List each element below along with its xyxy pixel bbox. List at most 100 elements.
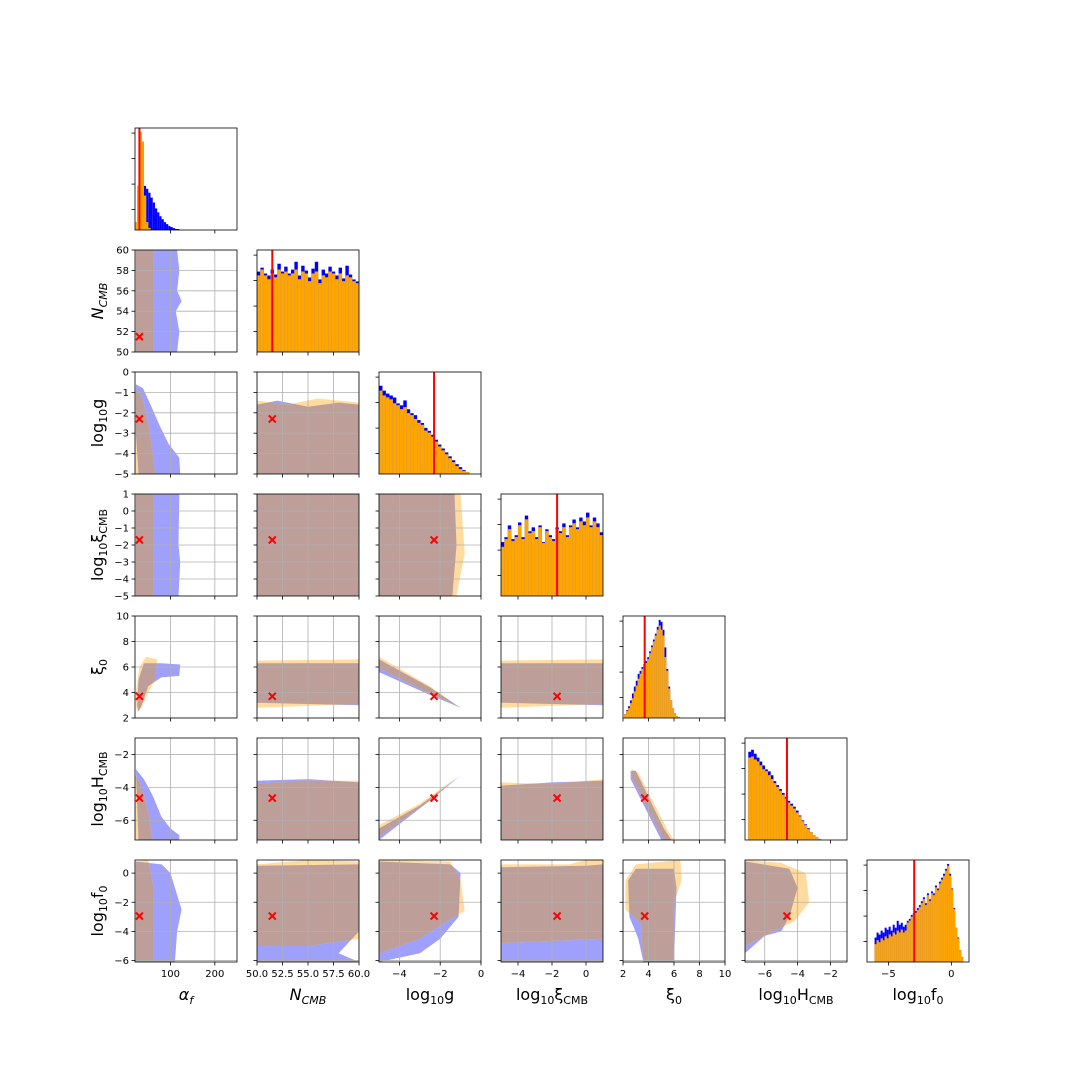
contour-overlap — [745, 861, 798, 946]
histogram-bar-series-b — [886, 938, 889, 962]
axis-label-pre: log — [758, 985, 782, 1004]
panel-content — [257, 860, 359, 962]
histogram-bar-series-b — [462, 470, 466, 474]
panel-frame — [134, 371, 238, 475]
contour-panel — [375, 615, 482, 722]
contour-panel — [497, 615, 604, 722]
panel-content — [623, 738, 725, 840]
histogram-panel: −5 0 — [863, 859, 970, 980]
panel-content — [379, 738, 481, 840]
histogram-bar-series-b — [954, 927, 958, 962]
panel-frame — [622, 859, 726, 963]
histogram-bar-series-b — [324, 277, 329, 352]
histogram-bar-series-b — [304, 273, 309, 352]
panel-frame — [134, 859, 238, 963]
axis-label: log10HCMB — [758, 985, 833, 1007]
truth-marker — [640, 911, 649, 921]
histogram-bar-series-b — [321, 275, 326, 352]
x-tick-label: 200 — [205, 969, 224, 980]
histogram-bar-series-b — [938, 883, 942, 962]
axis-label-sub2: CMB — [97, 509, 110, 534]
histogram-bar-series-b — [652, 641, 656, 718]
axis-label-main: H — [88, 776, 107, 788]
contour-overlap — [135, 388, 155, 474]
panel-content — [379, 860, 481, 962]
x-tick-label: 57.5 — [322, 969, 344, 980]
histogram-bar-series-b — [920, 903, 924, 962]
histogram-bar-series-b — [589, 527, 593, 596]
contour-panel — [253, 615, 360, 722]
histogram-bar-series-b — [884, 936, 887, 962]
histogram-bar-series-b — [545, 531, 549, 596]
histogram-bar-series-b — [922, 899, 926, 962]
histogram-bar-series-b — [934, 887, 938, 962]
histogram-bar-series-a — [148, 192, 151, 230]
histogram-bar-series-b — [143, 195, 147, 230]
histogram-bar-series-b — [403, 407, 407, 474]
histogram-bar-series-b — [558, 533, 563, 596]
panel-content — [257, 738, 359, 840]
x-tick-label: −6 — [757, 969, 772, 980]
histogram-bar-series-b — [916, 909, 920, 962]
histogram-bar-series-a — [154, 208, 158, 230]
truth-marker — [429, 793, 439, 803]
histogram-bar-series-b — [928, 901, 932, 962]
histogram-bar-series-b — [908, 920, 911, 962]
axis-label-main: N — [88, 307, 107, 319]
histogram-bar-series-b — [936, 890, 940, 962]
histogram-bar-series-b — [952, 908, 956, 962]
histogram-bar-series-b — [548, 537, 553, 596]
y-tick-label: −6 — [114, 816, 129, 827]
axis-label: NCMB — [88, 283, 110, 320]
histogram-bar-series-b — [637, 678, 640, 718]
y-tick-label: −2 — [114, 408, 129, 419]
histogram-bar-series-b — [290, 273, 295, 352]
histogram-bar-series-b — [924, 904, 928, 962]
histogram-bar-series-b — [654, 635, 657, 718]
histogram-bar-series-b — [318, 283, 322, 352]
panel-frame — [134, 493, 238, 597]
axis-label-pre: log — [88, 557, 107, 581]
axis-label-main: f — [931, 985, 937, 1004]
histogram-panel — [497, 493, 604, 600]
truth-marker — [135, 793, 144, 803]
x-tick-label: −4 — [392, 969, 407, 980]
panel-frame — [744, 859, 848, 963]
contour-panel — [253, 371, 360, 478]
histogram-bar-series-b — [448, 458, 452, 474]
axis-label: log10ξCMB — [516, 985, 588, 1007]
histogram-bar-series-b — [756, 761, 760, 840]
axis-label-pre: log — [88, 912, 107, 936]
truth-marker — [429, 911, 439, 921]
panel-frame — [256, 859, 360, 963]
histogram-bar-series-b — [764, 771, 769, 840]
histogram-bar-series-b — [670, 700, 673, 718]
histogram-panel — [619, 615, 726, 722]
truth-marker — [268, 692, 277, 701]
y-tick-label: −6 — [114, 956, 129, 967]
histogram-bar-series-b — [385, 397, 390, 474]
x-tick-label: 0 — [948, 969, 954, 980]
histogram-bar-series-b — [410, 415, 414, 474]
contour-overlap — [135, 861, 154, 962]
panel-frame — [256, 493, 360, 597]
histogram-bar-series-b — [307, 281, 312, 352]
panel-content — [135, 494, 237, 596]
panel-frame — [378, 737, 482, 841]
y-tick-label: −4 — [114, 575, 129, 586]
contour-panel — [619, 737, 726, 844]
histogram-bar-series-b — [944, 870, 948, 962]
contour-panel: 50 52 54 56 58 60 — [116, 246, 238, 359]
contour-panel — [253, 493, 360, 600]
histogram-bar-series-b — [792, 808, 796, 840]
histogram-bar-series-b — [812, 834, 816, 840]
histogram-bar-series-b — [635, 685, 638, 718]
panel-content — [135, 250, 237, 352]
histogram-bar-series-b — [641, 668, 644, 718]
contour-overlap — [135, 250, 154, 352]
histogram-bar-series-b — [382, 395, 387, 474]
panel-content — [257, 616, 359, 718]
contour-panel: 2 4 6 8 10 — [116, 612, 238, 725]
histogram-bar-series-b — [314, 271, 319, 352]
